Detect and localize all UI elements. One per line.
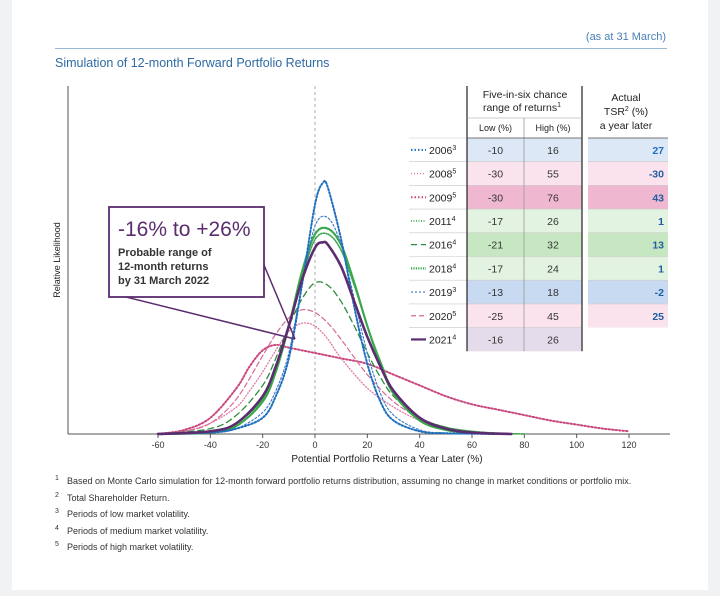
cell-high-2016: 32 (547, 240, 559, 252)
column-high-header: High (%) (535, 123, 570, 133)
footnote-5: 5 Periods of high market volatility. (55, 541, 194, 552)
cell-tsr-2011: 1 (658, 216, 664, 228)
callout-range: -16% to +26% (118, 218, 251, 241)
legend-year-2016: 20164 (429, 240, 456, 252)
x-tick-label: 40 (415, 440, 425, 450)
report-card: (as at 31 March) Simulation of 12-month … (12, 0, 708, 590)
cell-low-2008: -30 (488, 169, 503, 181)
chart-title: Simulation of 12-month Forward Portfolio… (55, 56, 330, 70)
series-2019-line (157, 215, 473, 435)
series-2018-line (156, 226, 500, 436)
cell-high-2019: 18 (547, 287, 559, 299)
cell-tsr-2020: 25 (652, 311, 664, 323)
y-axis-label: Relative Likelihood (52, 222, 62, 298)
row-2018-bg (467, 256, 582, 281)
x-tick-label: 60 (467, 440, 477, 450)
row-2008-bg (467, 161, 582, 186)
column-low-header: Low (%) (479, 123, 512, 133)
row-2020-tsr-bg (588, 303, 668, 328)
cell-high-2020: 45 (547, 311, 559, 323)
cell-low-2016: -21 (488, 240, 503, 252)
x-tick-label: -40 (204, 440, 217, 450)
row-2016-tsr-bg (588, 232, 668, 257)
row-2008-tsr-bg (588, 161, 668, 186)
row-2006-tsr-bg (588, 138, 668, 162)
callout-line1: Probable range of (118, 247, 212, 259)
x-tick-label: 120 (621, 440, 636, 450)
range-callout: -16% to +26% Probable range of 12-month re… (108, 206, 296, 340)
row-2011-bg (467, 209, 582, 233)
footnote-2: 2 Total Shareholder Return. (55, 491, 170, 503)
chart-curves (156, 179, 630, 436)
tsr-header-line2: TSR2 (%) (604, 106, 648, 118)
legend-year-2021: 20214 (429, 334, 456, 346)
callout-pointer-left (125, 296, 296, 340)
cell-low-2009: -30 (488, 192, 503, 204)
series-2006-line (157, 179, 513, 435)
legend-year-2008: 20085 (429, 169, 456, 181)
footnotes: 1 Based on Monte Carlo simulation for 12-… (55, 475, 665, 559)
cell-high-2011: 26 (547, 216, 559, 228)
footnote-3: 3 Periods of low market volatility. (55, 508, 190, 519)
row-2006-bg (467, 138, 582, 162)
cell-high-2009: 76 (547, 192, 559, 204)
range-header-line1: Five-in-six chance (483, 89, 568, 101)
row-2009-bg (467, 185, 582, 210)
legend-year-2006: 20063 (429, 145, 456, 157)
as-at-label: (as at 31 March) (585, 31, 666, 43)
row-2019-tsr-bg (588, 280, 668, 304)
legend-year-2020: 20205 (429, 311, 456, 323)
cell-tsr-2006: 27 (652, 145, 664, 157)
callout-pointer-right (263, 264, 296, 340)
x-tick-label: -20 (256, 440, 269, 450)
cell-tsr-2019: -2 (655, 287, 664, 299)
cell-high-2018: 24 (547, 263, 559, 275)
footnote-4: 4 Periods of medium market volatility. (55, 524, 209, 536)
x-tick-label: -60 (151, 440, 164, 450)
legend-year-2018: 20184 (429, 263, 456, 275)
series-2021-line (156, 240, 513, 436)
tsr-header-line3: a year later (600, 120, 653, 132)
legend-year-2009: 20095 (429, 192, 456, 204)
cell-low-2006: -10 (488, 145, 503, 157)
footnote-1: 1 Based on Monte Carlo simulation for 12-… (55, 475, 632, 486)
cell-tsr-2016: 13 (652, 240, 664, 252)
x-tick-label: 100 (569, 440, 584, 450)
legend-year-2011: 20114 (429, 216, 456, 228)
cell-low-2020: -25 (488, 311, 503, 323)
cell-tsr-2018: 1 (658, 263, 664, 275)
row-2016-bg (467, 232, 582, 257)
row-2021-bg (467, 327, 582, 352)
range-header-line2: range of returns1 (483, 102, 561, 114)
chart-axes: -60 -40 -20 0 20 40 60 80 100 120 Potential Portfo… (52, 86, 670, 465)
row-2018-tsr-bg (588, 256, 668, 281)
header-rule (55, 48, 667, 49)
row-2020-bg (467, 303, 582, 328)
row-2019-bg (467, 280, 582, 304)
tsr-header-line1: Actual (611, 92, 640, 104)
cell-high-2006: 16 (547, 145, 559, 157)
callout-line3: by 31 March 2022 (118, 275, 209, 287)
cell-low-2019: -13 (488, 287, 503, 299)
x-tick-label: 20 (362, 440, 372, 450)
callout-line2: 12-month returns (118, 261, 208, 273)
cell-low-2021: -16 (488, 334, 503, 346)
x-axis-label: Potential Portfolio Returns a Year Later… (291, 454, 482, 465)
row-2011-tsr-bg (588, 209, 668, 233)
cell-low-2011: -17 (488, 216, 503, 228)
x-tick-label: 80 (519, 440, 529, 450)
cell-tsr-2009: 43 (652, 192, 664, 204)
row-2009-tsr-bg (588, 185, 668, 210)
cell-high-2008: 55 (547, 169, 559, 181)
legend-year-2019: 20193 (429, 287, 456, 299)
cell-low-2018: -17 (488, 263, 503, 275)
callout-box (108, 206, 265, 298)
cell-tsr-2008: -30 (649, 169, 664, 181)
simulation-chart: -60 -40 -20 0 20 40 60 80 100 120 Potential Portfo… (52, 86, 670, 465)
cell-high-2021: 26 (547, 334, 559, 346)
x-tick-label: 0 (312, 440, 317, 450)
